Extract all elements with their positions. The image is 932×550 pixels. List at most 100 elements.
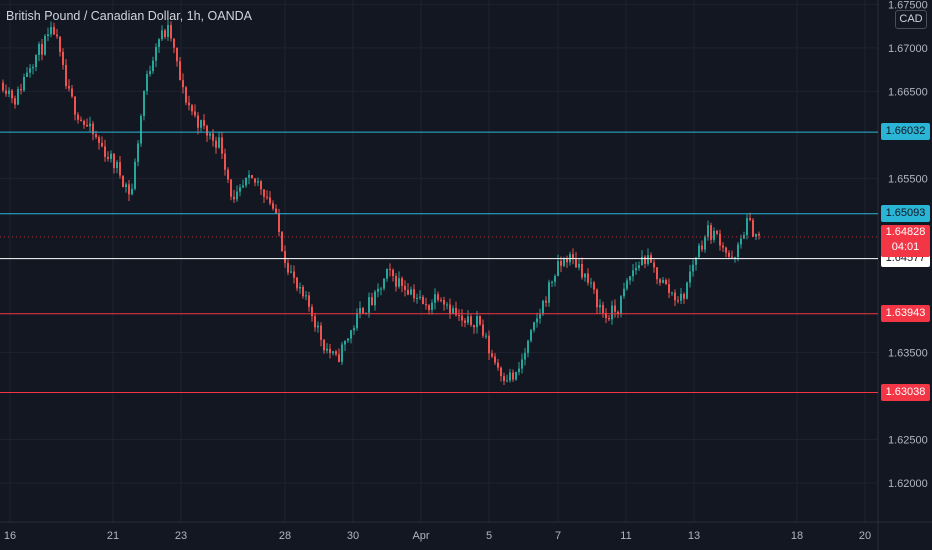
candle-body [740, 238, 742, 245]
candle-body [755, 234, 757, 237]
candle-body [395, 276, 397, 287]
candle-body [110, 153, 112, 159]
candle-body [347, 338, 349, 341]
candle-body [242, 185, 244, 188]
candle-body [560, 261, 562, 266]
candle-body [272, 203, 274, 209]
candle-body [92, 123, 94, 135]
candle-body [338, 354, 340, 362]
candle-body [95, 134, 97, 138]
candle-body [386, 268, 388, 279]
candle-body [446, 304, 448, 306]
candle-body [455, 308, 457, 316]
candle-body [404, 285, 406, 290]
candle-body [341, 344, 343, 362]
candle-body [479, 316, 481, 325]
candle-body [602, 304, 604, 314]
candle-body [257, 181, 259, 183]
candle-body [524, 352, 526, 360]
candle-body [758, 234, 760, 236]
candle-body [371, 297, 373, 306]
candle-body [554, 276, 556, 282]
candle-body [383, 278, 385, 289]
candle-body [8, 90, 10, 94]
candle-body [158, 39, 160, 47]
candle-body [422, 296, 424, 305]
candle-body [710, 225, 712, 240]
candle-body [98, 137, 100, 143]
candle-body [68, 86, 70, 89]
candle-body [11, 90, 13, 99]
candle-body [425, 304, 427, 306]
candle-body [608, 318, 610, 320]
candle-body [302, 287, 304, 297]
candle-body [503, 376, 505, 382]
candle-body [551, 281, 553, 283]
candle-body [32, 66, 34, 69]
currency-button[interactable]: CAD [895, 10, 927, 29]
candle-body [401, 278, 403, 286]
bar-countdown: 04:01 [891, 241, 920, 253]
candle-body [527, 340, 529, 353]
candle-body [491, 353, 493, 357]
candle-body [443, 300, 445, 305]
candle-body [485, 335, 487, 337]
candle-body [191, 105, 193, 112]
x-tick-label: 16 [4, 530, 16, 542]
candle-body [116, 162, 118, 168]
candle-body [332, 351, 334, 354]
candle-body [431, 302, 433, 311]
candle-body [140, 116, 142, 144]
y-tick-label: 1.67500 [888, 0, 928, 11]
chart-title: British Pound / Canadian Dollar, 1h, OAN… [6, 9, 252, 23]
candle-body [656, 267, 658, 280]
candle-body [452, 308, 454, 314]
candle-body [86, 124, 88, 127]
candle-body [149, 71, 151, 74]
candle-body [530, 330, 532, 341]
candle-body [500, 367, 502, 377]
candle-body [224, 153, 226, 170]
candle-body [506, 380, 508, 382]
candle-body [179, 61, 181, 81]
candle-body [200, 120, 202, 128]
candle-body [2, 82, 4, 91]
candle-body [644, 256, 646, 264]
candle-body [233, 196, 235, 200]
x-tick-label: Apr [412, 530, 429, 542]
candle-body [176, 47, 178, 62]
y-tick-label: 1.65500 [888, 173, 928, 185]
candle-body [182, 80, 184, 88]
candle-body [155, 46, 157, 61]
candle-body [374, 291, 376, 306]
candle-body [512, 372, 514, 380]
candle-body [329, 348, 331, 354]
candle-body [173, 38, 175, 48]
candle-body [47, 34, 49, 36]
candle-body [737, 244, 739, 258]
candle-body [680, 293, 682, 301]
candle-body [137, 143, 139, 162]
candle-body [398, 278, 400, 287]
candle-body [278, 213, 280, 232]
candle-body [134, 161, 136, 189]
x-tick-label: 30 [347, 530, 359, 542]
candle-body [647, 255, 649, 264]
x-tick-label: 20 [859, 530, 871, 542]
candle-body [545, 300, 547, 303]
candle-body [623, 288, 625, 297]
x-tick-label: 7 [555, 530, 561, 542]
candle-body [548, 282, 550, 303]
candle-body [74, 96, 76, 115]
candle-body [194, 111, 196, 116]
candle-body [23, 76, 25, 91]
candle-body [410, 289, 412, 295]
candle-body [593, 282, 595, 290]
candle-body [518, 368, 520, 373]
candle-body [14, 98, 16, 105]
candle-body [488, 335, 490, 354]
candle-body [218, 137, 220, 148]
candle-body [416, 297, 418, 299]
